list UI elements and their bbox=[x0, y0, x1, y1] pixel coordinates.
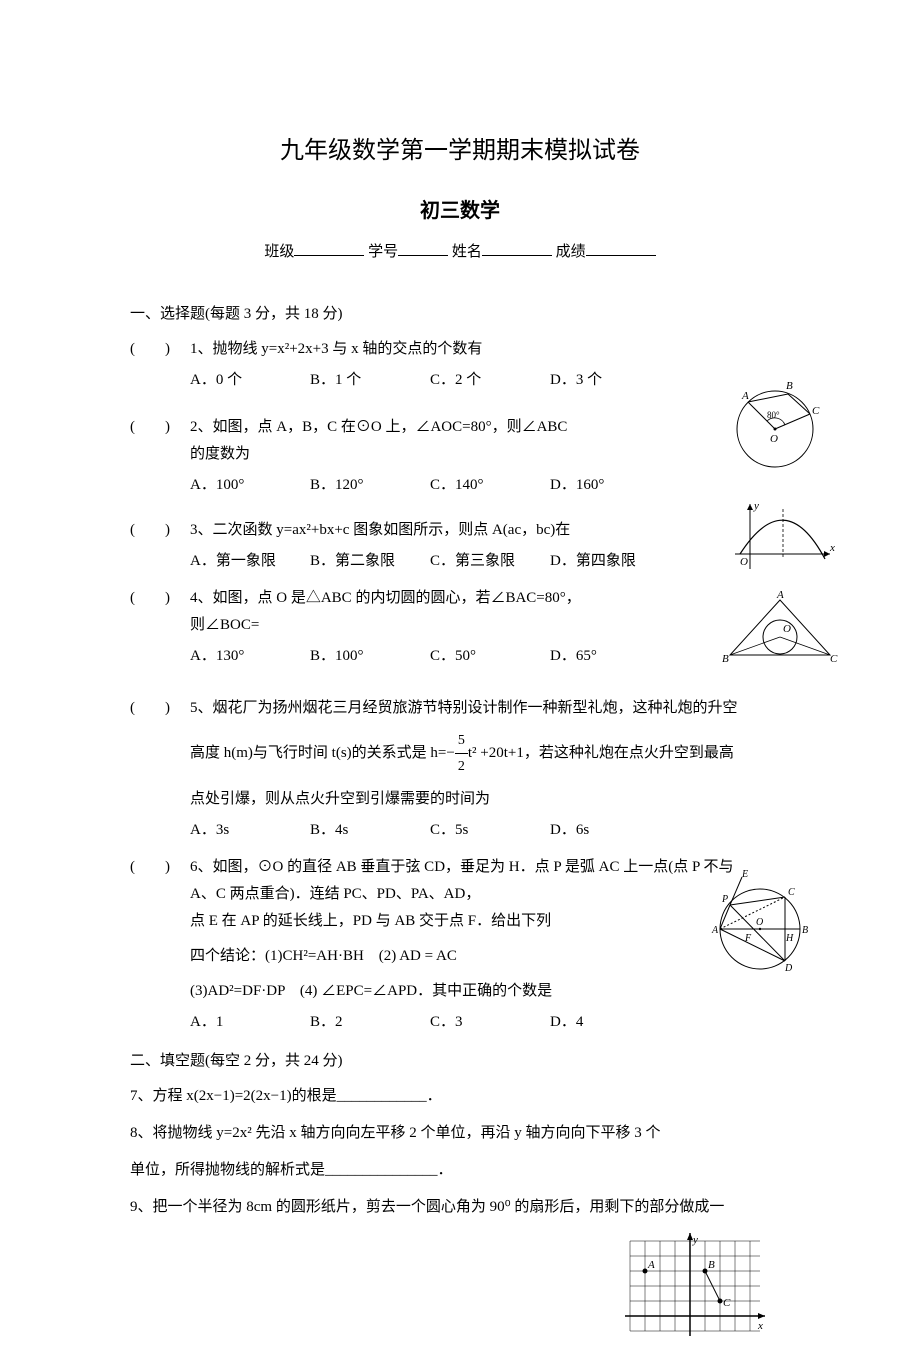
q3-option-d[interactable]: D．第四象限 bbox=[550, 548, 670, 575]
question-3: ( ) 3、二次函数 y=ax²+bx+c 图象如图所示，则点 A(ac，bc)… bbox=[130, 517, 790, 575]
q4-option-b[interactable]: B．100° bbox=[310, 643, 430, 670]
q5-option-c[interactable]: C．5s bbox=[430, 817, 550, 844]
q1-option-c[interactable]: C．2 个 bbox=[430, 367, 550, 394]
svg-text:B: B bbox=[708, 1259, 715, 1271]
q2-num: 2、 bbox=[190, 419, 213, 435]
q6-option-c[interactable]: C．3 bbox=[430, 1009, 550, 1036]
q3-option-c[interactable]: C．第三象限 bbox=[430, 548, 550, 575]
q5-num: 5、 bbox=[190, 700, 213, 716]
q6-text5: (3)AD²=DF·DP (4) ∠EPC=∠APD．其中正确的个数是 bbox=[190, 978, 790, 1005]
question-1: ( ) 1、抛物线 y=x²+2x+3 与 x 轴的交点的个数有 A．0 个 B… bbox=[130, 336, 790, 394]
q6-text4: 四个结论：(1)CH²=AH·BH (2) AD = AC bbox=[190, 943, 790, 970]
q6-text3: 点 E 在 AP 的延长线上，PD 与 AB 交于点 F．给出下列 bbox=[190, 908, 790, 935]
q6-option-b[interactable]: B．2 bbox=[310, 1009, 430, 1036]
q5-option-d[interactable]: D．6s bbox=[550, 817, 670, 844]
q6-option-d[interactable]: D．4 bbox=[550, 1009, 670, 1036]
page-title: 九年级数学第一学期期末模拟试卷 bbox=[130, 130, 790, 173]
q3-text: 二次函数 y=ax²+bx+c 图象如图所示，则点 A(ac，bc)在 bbox=[213, 522, 571, 538]
q2-option-b[interactable]: B．120° bbox=[310, 472, 430, 499]
svg-text:y: y bbox=[753, 500, 759, 512]
q2-option-c[interactable]: C．140° bbox=[430, 472, 550, 499]
q6-text1: 如图，⊙O 的直径 AB 垂直于弦 CD，垂足为 H．点 P 是弧 AC 上一点… bbox=[213, 859, 734, 875]
class-label: 班级 bbox=[264, 244, 294, 260]
question-8a: 8、将抛物线 y=2x² 先沿 x 轴方向向左平移 2 个单位，再沿 y 轴方向… bbox=[130, 1120, 790, 1147]
answer-blank[interactable]: ( ) bbox=[130, 414, 170, 441]
q1-option-a[interactable]: A．0 个 bbox=[190, 367, 310, 394]
name-label: 姓名 bbox=[452, 244, 482, 260]
q5-text1: 烟花厂为扬州烟花三月经贸旅游节特别设计制作一种新型礼炮，这种礼炮的升空 bbox=[213, 700, 738, 716]
answer-blank[interactable]: ( ) bbox=[130, 695, 170, 722]
figure-grid: A B C y x bbox=[620, 1231, 770, 1351]
answer-blank[interactable]: ( ) bbox=[130, 517, 170, 544]
svg-text:y: y bbox=[692, 1234, 698, 1246]
section2-header: 二、填空题(每空 2 分，共 24 分) bbox=[130, 1048, 790, 1075]
svg-text:A: A bbox=[741, 390, 749, 402]
q6-num: 6、 bbox=[190, 859, 213, 875]
question-4: ( ) 4、如图，点 O 是△ABC 的内切圆的圆心，若∠BAC=80°， 则∠… bbox=[130, 585, 790, 670]
answer-blank[interactable]: ( ) bbox=[130, 585, 170, 612]
q3-num: 3、 bbox=[190, 522, 213, 538]
svg-text:B: B bbox=[802, 925, 808, 936]
question-8b: 单位，所得抛物线的解析式是_______________． bbox=[130, 1157, 790, 1184]
q6-text2: A、C 两点重合)．连结 PC、PD、PA、AD， bbox=[190, 881, 790, 908]
page-subtitle: 初三数学 bbox=[130, 193, 790, 229]
number-label: 学号 bbox=[368, 244, 398, 260]
section1-header: 一、选择题(每题 3 分，共 18 分) bbox=[130, 301, 790, 328]
info-line: 班级 学号 姓名 成绩 bbox=[130, 239, 790, 266]
q2-text2: 的度数为 bbox=[190, 441, 790, 468]
q5-option-b[interactable]: B．4s bbox=[310, 817, 430, 844]
q2-option-d[interactable]: D．160° bbox=[550, 472, 670, 499]
answer-blank[interactable]: ( ) bbox=[130, 336, 170, 363]
q2-text1: 如图，点 A，B，C 在⊙O 上，∠AOC=80°，则∠ABC bbox=[213, 419, 568, 435]
q4-option-c[interactable]: C．50° bbox=[430, 643, 550, 670]
question-7: 7、方程 x(2x−1)=2(2x−1)的根是____________． bbox=[130, 1083, 790, 1110]
svg-text:A: A bbox=[647, 1259, 655, 1271]
question-6: ( ) 6、如图，⊙O 的直径 AB 垂直于弦 CD，垂足为 H．点 P 是弧 … bbox=[130, 854, 790, 1036]
q4-num: 4、 bbox=[190, 590, 213, 606]
svg-text:C: C bbox=[812, 405, 820, 417]
svg-text:B: B bbox=[786, 380, 793, 392]
q6-option-a[interactable]: A．1 bbox=[190, 1009, 310, 1036]
q5-text3: 点处引爆，则从点火升空到引爆需要的时间为 bbox=[190, 786, 790, 813]
q4-option-d[interactable]: D．65° bbox=[550, 643, 670, 670]
q1-option-b[interactable]: B．1 个 bbox=[310, 367, 430, 394]
score-label: 成绩 bbox=[556, 244, 586, 260]
q2-option-a[interactable]: A．100° bbox=[190, 472, 310, 499]
question-5: ( ) 5、烟花厂为扬州烟花三月经贸旅游节特别设计制作一种新型礼炮，这种礼炮的升… bbox=[130, 695, 790, 843]
q4-option-a[interactable]: A．130° bbox=[190, 643, 310, 670]
svg-text:C: C bbox=[830, 653, 838, 665]
answer-blank[interactable]: ( ) bbox=[130, 854, 170, 881]
q5-text2b: t² +20t+1，若这种礼炮在点火升空到最高 bbox=[468, 745, 734, 761]
q3-option-b[interactable]: B．第二象限 bbox=[310, 548, 430, 575]
svg-text:x: x bbox=[757, 1320, 763, 1332]
q3-option-a[interactable]: A．第一象限 bbox=[190, 548, 310, 575]
q1-text: 抛物线 y=x²+2x+3 与 x 轴的交点的个数有 bbox=[213, 341, 483, 357]
q4-text2: 则∠BOC= bbox=[190, 612, 790, 639]
q5-option-a[interactable]: A．3s bbox=[190, 817, 310, 844]
svg-text:C: C bbox=[723, 1297, 731, 1309]
q4-text1: 如图，点 O 是△ABC 的内切圆的圆心，若∠BAC=80°， bbox=[213, 590, 581, 606]
q1-option-d[interactable]: D．3 个 bbox=[550, 367, 670, 394]
question-2: ( ) 2、如图，点 A，B，C 在⊙O 上，∠AOC=80°，则∠ABC 的度… bbox=[130, 414, 790, 499]
question-9: 9、把一个半径为 8cm 的圆形纸片，剪去一个圆心角为 90⁰ 的扇形后，用剩下… bbox=[130, 1194, 790, 1221]
q5-text2a: 高度 h(m)与飞行时间 t(s)的关系式是 h=− bbox=[190, 745, 455, 761]
q1-num: 1、 bbox=[190, 341, 213, 357]
svg-text:x: x bbox=[829, 542, 835, 554]
fraction: 52 bbox=[455, 728, 468, 779]
